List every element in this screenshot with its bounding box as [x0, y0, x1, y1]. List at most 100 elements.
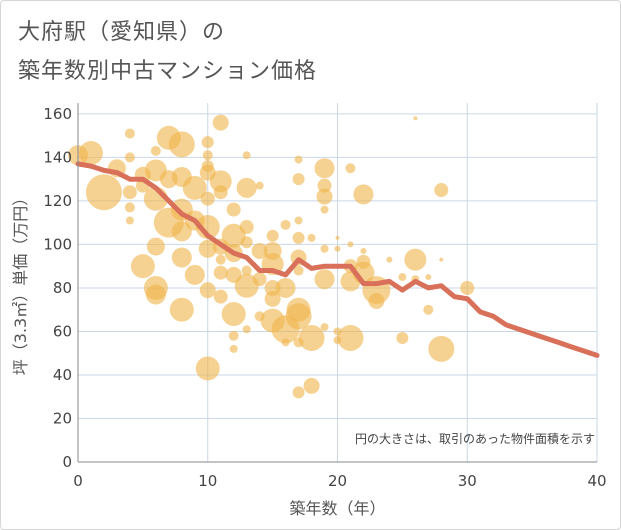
data-bubble: [314, 158, 335, 179]
data-bubble: [221, 223, 246, 248]
axes: 0 20 40 60 80 100 120 140 160 0 10 20 30 40: [43, 103, 607, 490]
data-bubble: [460, 280, 475, 295]
data-bubble: [213, 289, 228, 304]
data-bubble: [200, 191, 215, 206]
data-bubble: [239, 220, 254, 235]
data-bubble: [236, 177, 257, 198]
data-bubble: [439, 257, 444, 262]
data-bubble: [221, 302, 246, 327]
data-bubble: [281, 338, 290, 347]
data-bubble: [266, 229, 279, 242]
data-bubble: [314, 269, 335, 290]
data-bubble: [280, 219, 291, 230]
data-bubble: [294, 155, 303, 164]
y-tick-label: 80: [53, 279, 72, 297]
data-bubble: [254, 311, 265, 322]
x-tick-label: 40: [587, 472, 606, 490]
data-bubble: [125, 216, 134, 225]
data-bubble: [226, 202, 241, 217]
data-bubble: [124, 128, 135, 139]
x-tick-label: 0: [73, 472, 83, 490]
data-bubble: [213, 265, 228, 280]
data-bubble: [241, 265, 252, 276]
data-bubble: [242, 151, 251, 160]
y-tick-label: 160: [43, 105, 72, 123]
data-bubble: [404, 248, 427, 271]
data-bubble: [396, 331, 409, 344]
chart-title-line2: 築年数別中古マンション価格: [18, 59, 318, 84]
data-bubble: [398, 273, 407, 282]
data-bubble: [334, 245, 341, 252]
data-bubble: [228, 330, 239, 341]
x-tick-label: 30: [458, 472, 477, 490]
data-bubble: [386, 256, 393, 263]
y-tick-label: 100: [43, 235, 72, 253]
data-bubble: [201, 160, 214, 173]
data-bubble: [320, 323, 329, 332]
data-bubble: [130, 254, 155, 279]
data-bubble: [150, 145, 161, 156]
data-bubble: [286, 297, 311, 322]
y-tick-label: 20: [53, 409, 72, 427]
data-bubble: [263, 241, 282, 260]
data-bubble: [240, 236, 253, 249]
data-bubble: [293, 265, 304, 276]
data-bubble: [159, 170, 178, 189]
trend-line-layer: [75, 161, 600, 358]
data-bubble: [303, 377, 320, 394]
data-bubble: [434, 183, 449, 198]
data-bubble: [335, 235, 340, 240]
data-bubble: [225, 266, 242, 283]
data-bubble: [333, 336, 342, 345]
data-bubble: [252, 272, 267, 287]
data-bubble: [368, 292, 385, 309]
data-bubble: [199, 282, 216, 299]
data-bubble: [184, 264, 205, 285]
data-bubble: [124, 152, 135, 163]
data-bubble: [255, 181, 264, 190]
data-bubble: [298, 324, 325, 351]
x-tick-label: 10: [198, 472, 217, 490]
data-bubble: [85, 174, 122, 211]
data-bubble: [337, 324, 364, 351]
data-bubble: [345, 163, 356, 174]
size-note: 円の大きさは、取引のあった物件面積を示す: [355, 431, 595, 446]
data-bubble: [202, 150, 213, 161]
data-bubble: [320, 244, 329, 253]
data-bubble: [316, 188, 333, 205]
data-bubble: [229, 344, 238, 353]
data-bubble: [353, 184, 374, 205]
data-bubble: [356, 254, 371, 269]
data-bubble: [145, 284, 166, 305]
average-price-line: [75, 161, 600, 358]
y-tick-label: 40: [53, 366, 72, 384]
data-bubble: [212, 114, 229, 131]
data-bubble: [292, 386, 305, 399]
data-bubble: [201, 136, 214, 149]
data-bubble: [294, 216, 303, 225]
bubble-layer: [68, 114, 475, 399]
data-bubble: [292, 231, 305, 244]
data-bubble: [169, 297, 194, 322]
y-tick-label: 120: [43, 192, 72, 210]
data-bubble: [156, 125, 181, 150]
y-tick-label: 140: [43, 148, 72, 166]
data-bubble: [307, 233, 316, 242]
data-bubble: [347, 241, 354, 248]
data-bubble: [171, 247, 192, 268]
y-axis-label: 坪（3.3㎡）単価（万円）: [11, 190, 30, 375]
data-bubble: [146, 237, 165, 256]
data-bubble: [264, 290, 281, 307]
data-bubble: [198, 239, 217, 258]
data-bubble: [423, 304, 434, 315]
data-bubble: [242, 325, 251, 334]
data-bubble: [195, 356, 220, 381]
data-bubble: [122, 185, 137, 200]
data-bubble: [425, 274, 432, 281]
data-bubble: [209, 170, 232, 193]
data-bubble: [320, 205, 329, 214]
chart-title-line1: 大府駅（愛知県）の: [18, 20, 226, 45]
data-bubble: [275, 277, 296, 298]
data-bubble: [124, 202, 135, 213]
